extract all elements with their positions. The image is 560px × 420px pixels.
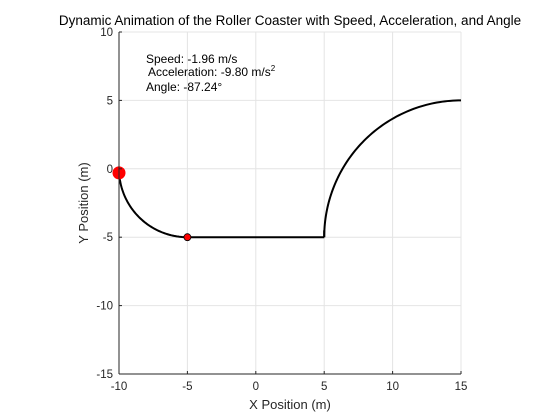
x-tick-label: 15 xyxy=(455,381,468,393)
chart-title: Dynamic Animation of the Roller Coaster … xyxy=(59,13,521,28)
y-tick-label: 5 xyxy=(107,95,113,107)
acceleration-annotation: Acceleration: -9.80 m/s2 xyxy=(148,64,276,79)
track xyxy=(118,99,462,239)
y-tick-label: 0 xyxy=(107,164,113,176)
reference-point-marker xyxy=(183,233,192,242)
markers xyxy=(112,166,192,242)
x-tick-label: 0 xyxy=(253,381,259,393)
acceleration-text: Acceleration: -9.80 m/s xyxy=(148,65,271,79)
x-tick-label: 5 xyxy=(321,381,327,393)
y-tick-label: -10 xyxy=(96,301,113,313)
x-tick-label: -5 xyxy=(182,381,192,393)
y-tick-label: 10 xyxy=(100,27,113,39)
track-segment xyxy=(118,168,188,239)
x-tick-label: 10 xyxy=(386,381,399,393)
y-axis-title: Y Position (m) xyxy=(76,162,91,243)
track-segment xyxy=(323,99,462,238)
x-tick-label: -10 xyxy=(111,381,128,393)
speed-annotation: Speed: -1.96 m/s xyxy=(146,52,237,66)
axes xyxy=(118,31,462,375)
x-axis-title: X Position (m) xyxy=(249,397,331,412)
angle-annotation: Angle: -87.24° xyxy=(146,80,222,94)
y-tick-label: -5 xyxy=(103,232,113,244)
y-tick-label: -15 xyxy=(96,369,113,381)
acceleration-superscript: 2 xyxy=(271,64,276,73)
